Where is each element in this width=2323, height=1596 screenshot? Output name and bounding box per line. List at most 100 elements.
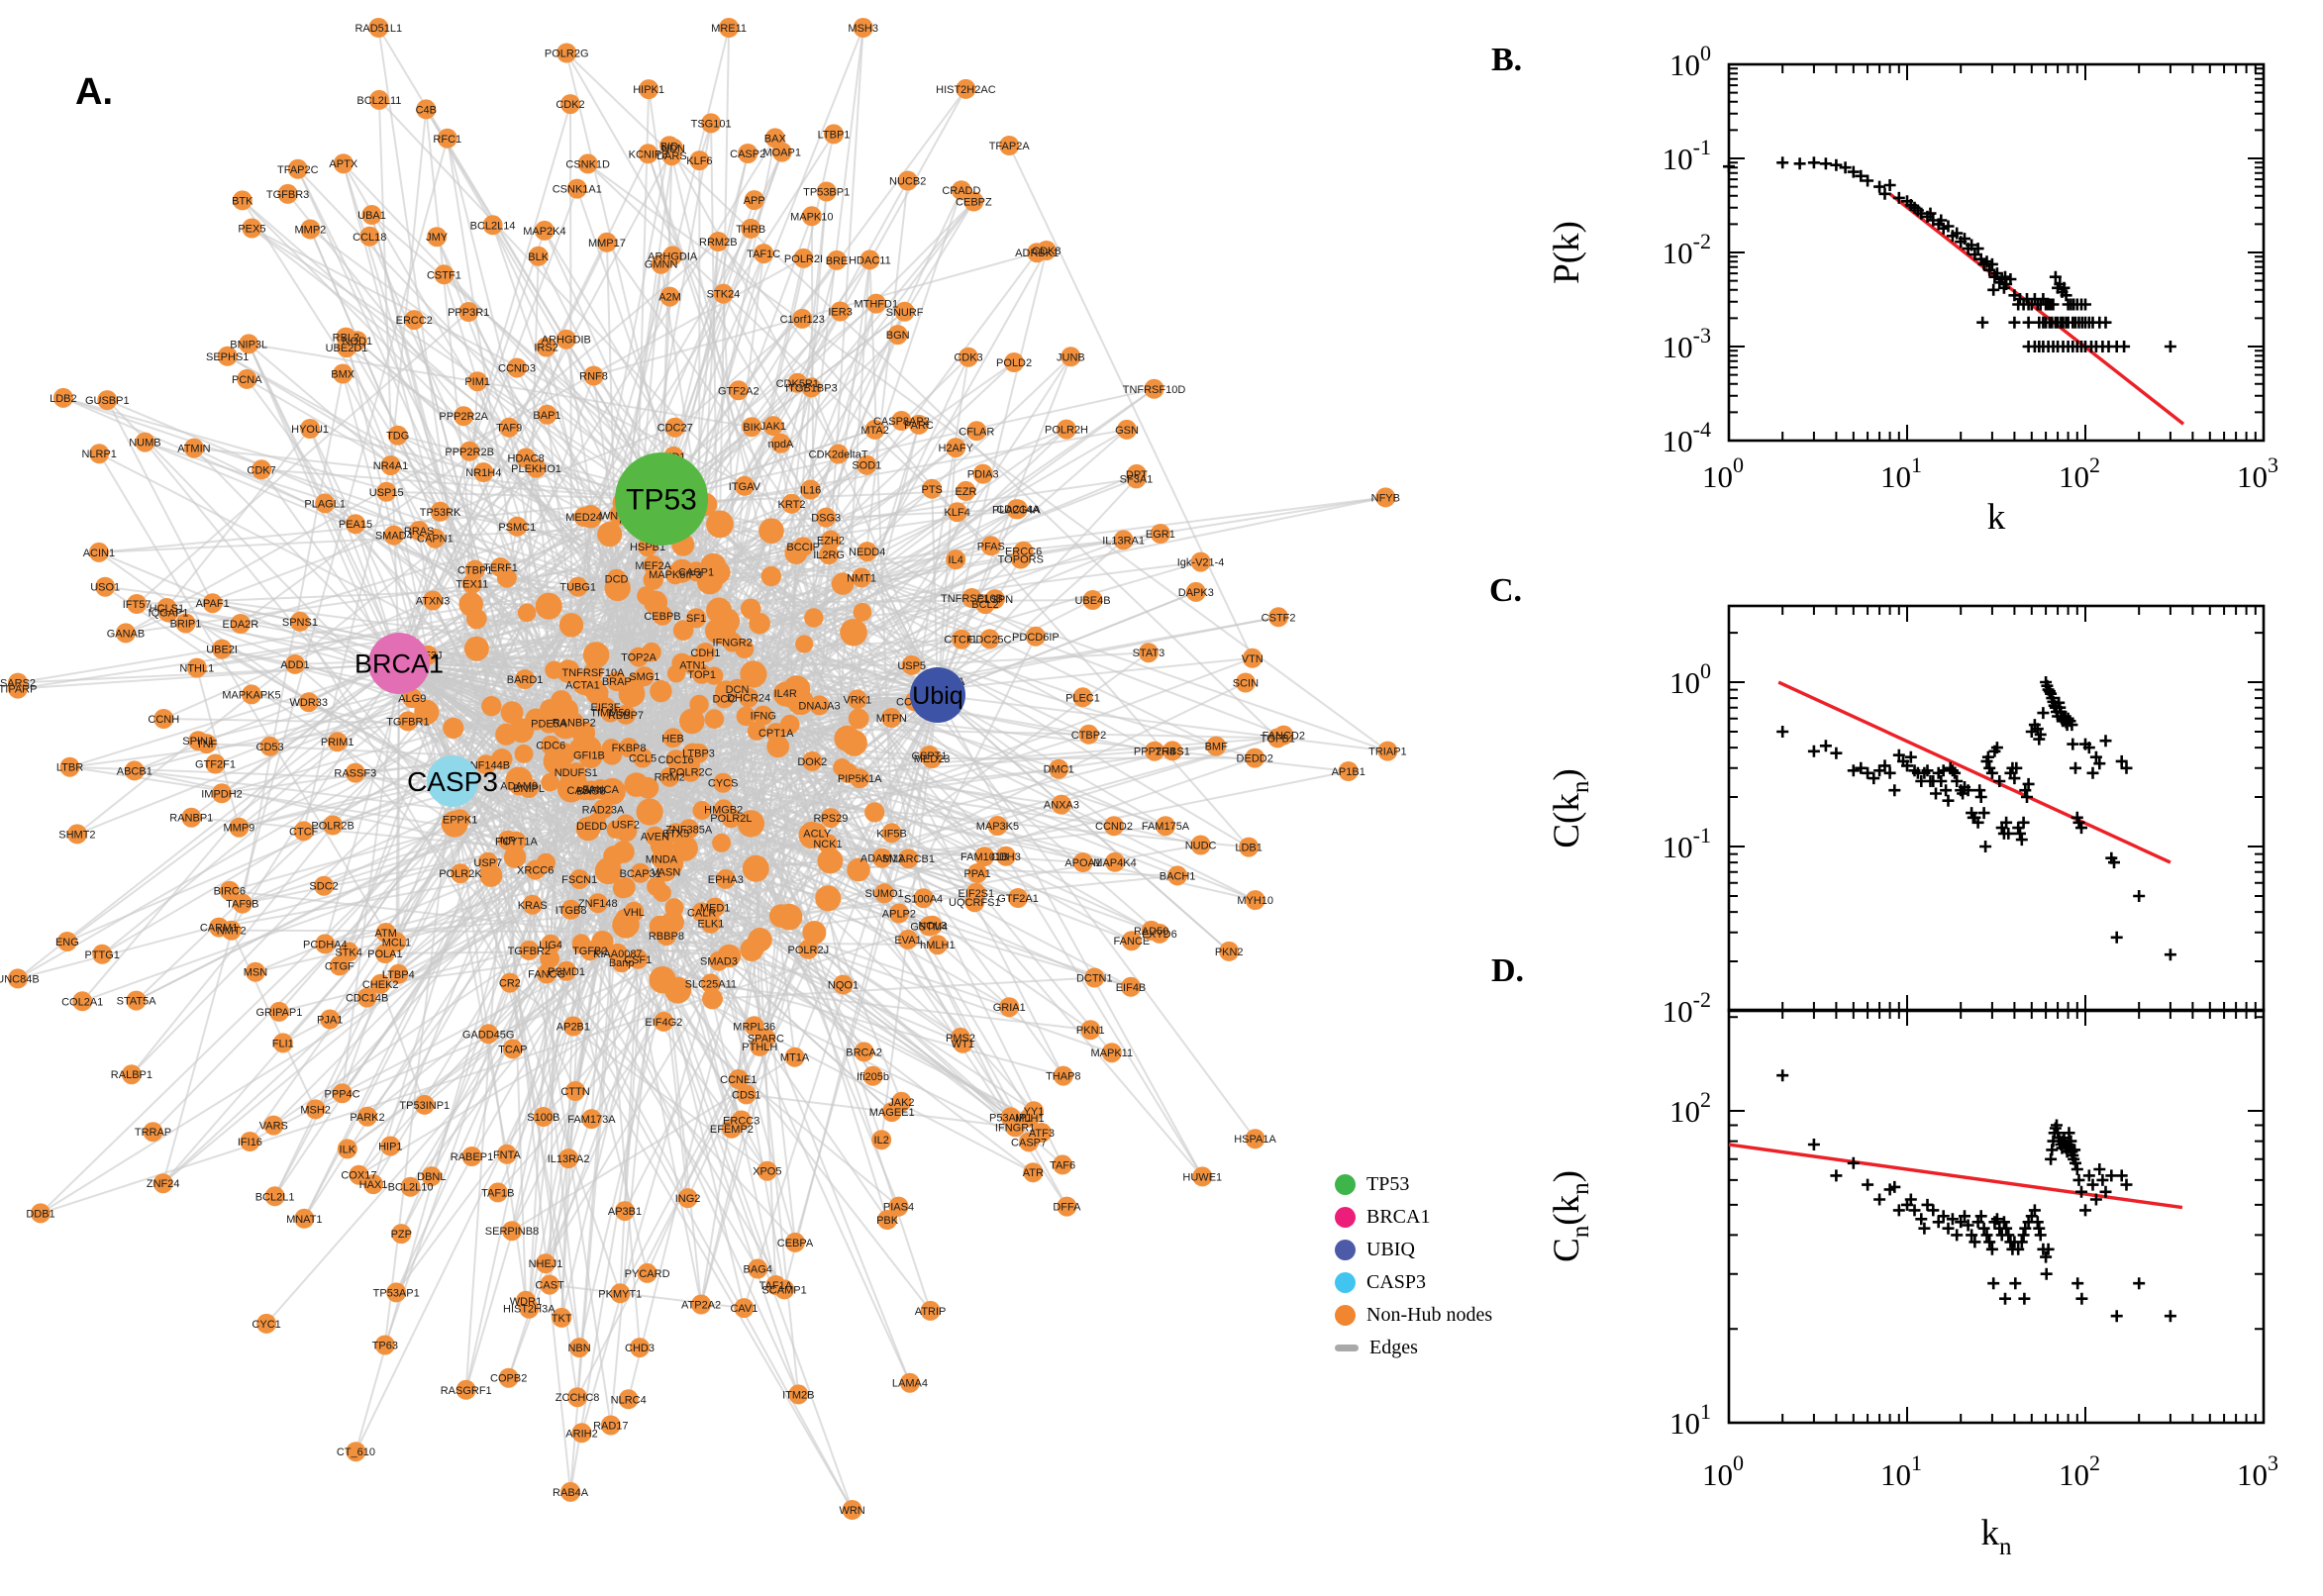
non-hub-node [744,190,764,211]
node-label: PPP2R2A [439,411,488,423]
node-label: NR4A1 [373,460,408,472]
node-label: HSPA1A [1234,1134,1276,1146]
hub-node-tp53 [615,452,708,546]
x-tick-label: 101 [1880,452,1922,494]
non-hub-node [66,824,87,845]
non-hub-node [402,688,423,709]
node-label: CCNE1 [720,1074,757,1086]
nonhub-swatch-icon [1335,1305,1356,1326]
node-label: MLH1 [1015,1113,1044,1125]
non-hub-node [92,944,113,964]
non-hub-node [558,613,584,638]
non-hub-node [788,1384,809,1405]
node-label: HUWE1 [1182,1171,1222,1183]
non-hub-node [756,1028,776,1048]
node-label: CSF1 [624,954,652,966]
non-hub-node [582,642,610,668]
non-hub-node [579,941,600,961]
node-label: S100B [527,1112,559,1124]
non-hub-node [540,1274,560,1295]
node-label: NDUFS1 [555,767,598,779]
non-hub-node [514,744,534,763]
non-hub-node [610,1283,631,1304]
node-label: ACTA1 [565,679,600,691]
fit-line [1777,680,2172,864]
non-hub-node [959,347,978,367]
non-hub-node [500,701,524,725]
node-label: PPP2R2B [445,447,494,458]
non-hub-node [127,594,148,614]
node-label: ENG [55,937,79,948]
node-label: BARD1 [507,674,544,686]
node-label: SF3A1 [1120,473,1154,485]
node-label: STAT3 [1133,648,1165,659]
node-label: HAX1 [359,1179,388,1191]
node-label: MYH10 [1237,895,1273,907]
node-label: PKMYT1 [598,1288,642,1300]
node-label: NLRP1 [81,449,116,460]
non-hub-node [1219,941,1240,961]
non-hub-node [795,635,814,653]
x-tick-label: 103 [2237,452,2278,494]
non-hub-node [1025,626,1046,647]
node-label: NHEJ1 [529,1258,563,1270]
non-hub-node [852,567,872,588]
node-label: NDN [661,144,685,155]
node-label: DEDD2 [1237,753,1273,765]
non-hub-node [347,331,367,351]
edge-swatch-icon [1335,1345,1359,1351]
y-tick-label: 10-2 [1663,987,1711,1029]
node-label: EGR1 [1146,529,1175,541]
node-label: JAK2 [888,1097,914,1109]
node-label: APOA1 [1064,857,1101,869]
non-hub-node [541,772,559,792]
non-hub-node [1245,1129,1265,1149]
ubiq-swatch-icon [1335,1240,1356,1260]
non-hub-node [666,664,686,683]
non-hub-node [487,1182,508,1203]
non-hub-node [556,960,577,981]
non-hub-node [1023,1162,1044,1183]
node-label: JAK1 [760,421,786,433]
non-hub-node [612,841,635,863]
nonhub-nodes-layer [8,18,1398,1520]
non-hub-node [737,810,765,838]
scatter-points [1776,1069,2176,1323]
node-label: PRIM1 [321,737,354,748]
node-label: ZNF24 [147,1178,180,1190]
node-label: ADRBK1 [1015,248,1059,259]
non-hub-node [691,1294,712,1315]
node-label: CDC16 [658,754,694,766]
node-label: TP63 [372,1341,398,1352]
non-hub-node [376,481,397,502]
non-hub-node [541,934,561,954]
node-label: TAF1B [481,1187,514,1199]
non-hub-node [1057,419,1076,440]
non-hub-node [706,510,734,539]
node-label: PKN1 [1076,1025,1105,1037]
node-label: GFI1B [573,749,605,761]
non-hub-node [972,463,993,484]
node-label: HIST2H3A [503,1304,556,1316]
node-label: PEX5 [238,224,265,236]
node-label: BAG3 [576,785,605,797]
node-label: VHL [623,907,644,919]
brca1-swatch-icon [1335,1207,1356,1228]
non-hub-node [8,968,28,989]
non-hub-node [662,246,683,266]
node-label: UQCRFS1 [949,897,1001,909]
non-hub-node [762,416,783,437]
non-hub-node [217,346,238,366]
non-hub-node [72,991,93,1012]
non-hub-node [357,1106,377,1127]
non-hub-node [246,961,265,982]
non-hub-node [578,745,599,765]
non-hub-node [567,576,588,597]
node-label: SHMT2 [58,829,95,841]
non-hub-node [1190,551,1211,572]
non-hub-node [541,735,561,755]
node-label: TGFBR2 [508,946,551,957]
node-label: LTBP1 [818,129,851,141]
legend-item-edges: Edges [1335,1332,1492,1364]
